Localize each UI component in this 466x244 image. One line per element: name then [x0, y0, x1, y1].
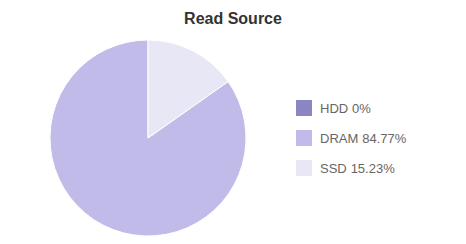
legend-label: DRAM 84.77% [320, 131, 407, 146]
slice [50, 40, 246, 236]
legend-swatch [296, 100, 312, 116]
pie [50, 40, 246, 236]
legend: HDD 0% DRAM 84.77% SSD 15.23% [296, 100, 407, 176]
legend-value: 84.77% [362, 131, 407, 146]
title: Read Source [184, 10, 282, 27]
legend-category: DRAM [320, 131, 358, 146]
legend-value: 0% [352, 101, 371, 116]
slice [148, 40, 228, 138]
legend-label: HDD 0% [320, 101, 371, 116]
legend-label: SSD 15.23% [320, 161, 395, 176]
legend-swatch [296, 130, 312, 146]
legend-category: HDD [320, 101, 348, 116]
chart: Read Source HDD 0% DRAM 84.77% SSD 15.23% [0, 0, 466, 244]
legend-category: SSD [320, 161, 347, 176]
legend-item: SSD 15.23% [296, 160, 395, 176]
legend-item: DRAM 84.77% [296, 130, 407, 146]
legend-swatch [296, 160, 312, 176]
legend-value: 15.23% [351, 161, 396, 176]
legend-item: HDD 0% [296, 100, 371, 116]
